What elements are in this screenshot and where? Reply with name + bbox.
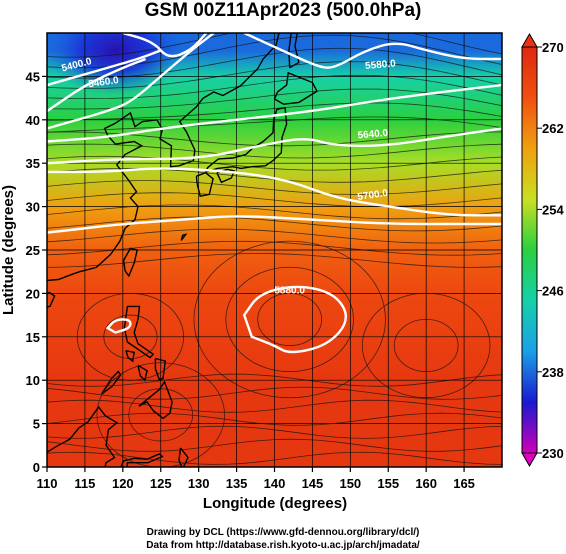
grid-lines (47, 33, 502, 467)
colorbar-ticks: 230 238 246 254 262 270 (537, 40, 564, 461)
drawing-credit: Drawing by DCL (https://www.gfd-dennou.o… (146, 527, 420, 538)
coast-samar-leyte (154, 357, 167, 381)
streamline-loop (225, 266, 354, 373)
x-tick-label: 125 (150, 476, 172, 491)
x-tick-label: 130 (188, 476, 210, 491)
contour-5520-0 (47, 33, 215, 130)
colorbar-min-arrow (521, 452, 538, 468)
coast-ryukyu (180, 233, 188, 241)
coast-mindoro (125, 350, 136, 363)
colorbar: 230 238 246 254 262 270 (521, 32, 564, 468)
streamline-loop (193, 240, 386, 399)
x-tick-label: 135 (226, 476, 248, 491)
y-tick-label: 15 (26, 330, 40, 345)
y-tick-label: 10 (26, 373, 40, 388)
y-tick-label: 20 (26, 286, 40, 301)
contour-label: 5580.0 (365, 58, 397, 72)
coast-luzon (123, 305, 155, 359)
y-tick-label: 35 (26, 156, 40, 171)
y-tick-label: 5 (33, 417, 40, 432)
y-axis-label: Latitude (degrees) (0, 185, 17, 315)
x-tick-label: 160 (415, 476, 437, 491)
x-tick-label: 155 (377, 476, 399, 491)
contour-label: 5700.0 (357, 188, 389, 203)
x-ticks: 110 115 120 125 130 135 140 145 150 155 160 165 (37, 467, 475, 491)
contour-label: 5460.0 (88, 75, 120, 90)
y-tick-label: 0 (33, 460, 40, 475)
x-tick-label: 120 (112, 476, 134, 491)
contour-5400-0 (122, 33, 208, 58)
coast-sakhalin (288, 33, 300, 69)
colorbar-tick-label: 270 (542, 40, 564, 55)
data-credit: Data from http://database.rish.kyoto-u.a… (146, 540, 420, 551)
x-tick-label: 115 (74, 476, 95, 491)
x-tick-label: 110 (37, 476, 58, 491)
y-tick-label: 40 (26, 113, 40, 128)
colorbar-body (521, 46, 538, 454)
height-contours (47, 33, 502, 354)
contour-5640-0 (47, 127, 502, 165)
coast-halmahera (178, 447, 189, 467)
coast-borneo (47, 405, 119, 467)
x-tick-label: 165 (453, 476, 475, 491)
contour-5700-0 (47, 167, 502, 217)
colorbar-tick-label: 262 (542, 121, 564, 136)
y-tick-label: 30 (26, 200, 40, 215)
y-tick-label: 45 (26, 69, 40, 84)
contour-5400-0 (47, 57, 147, 113)
contour-5880-0 (105, 318, 132, 334)
contour-5460-0 (47, 49, 162, 87)
contour-label: 5880.0 (274, 285, 305, 296)
contour-5760-0 (47, 215, 502, 234)
coast-mindanao (138, 380, 173, 420)
coast-palawan (101, 370, 122, 395)
colorbar-tick-label: 246 (542, 284, 564, 299)
colorbar-tick-label: 254 (542, 202, 564, 217)
x-tick-label: 150 (339, 476, 361, 491)
y-tick-label: 25 (26, 243, 40, 258)
contour-5580-0 (243, 33, 502, 69)
y-ticks: 0 5 10 15 20 25 30 35 40 45 (26, 69, 47, 475)
x-tick-label: 145 (302, 476, 324, 491)
colorbar-tick-label: 238 (542, 365, 564, 380)
contour-5880-0 (242, 285, 347, 354)
colorbar-max-arrow (521, 32, 538, 48)
x-axis-label: Longitude (degrees) (203, 495, 347, 512)
coast-japan-shikoku (216, 168, 236, 184)
chart-title: GSM 00Z11Apr2023 (500.0hPa) (144, 0, 422, 21)
contour-label: 5640.0 (357, 128, 389, 142)
colorbar-tick-label: 230 (542, 446, 564, 461)
contour-5580-0 (47, 83, 502, 143)
x-tick-label: 140 (264, 476, 286, 491)
